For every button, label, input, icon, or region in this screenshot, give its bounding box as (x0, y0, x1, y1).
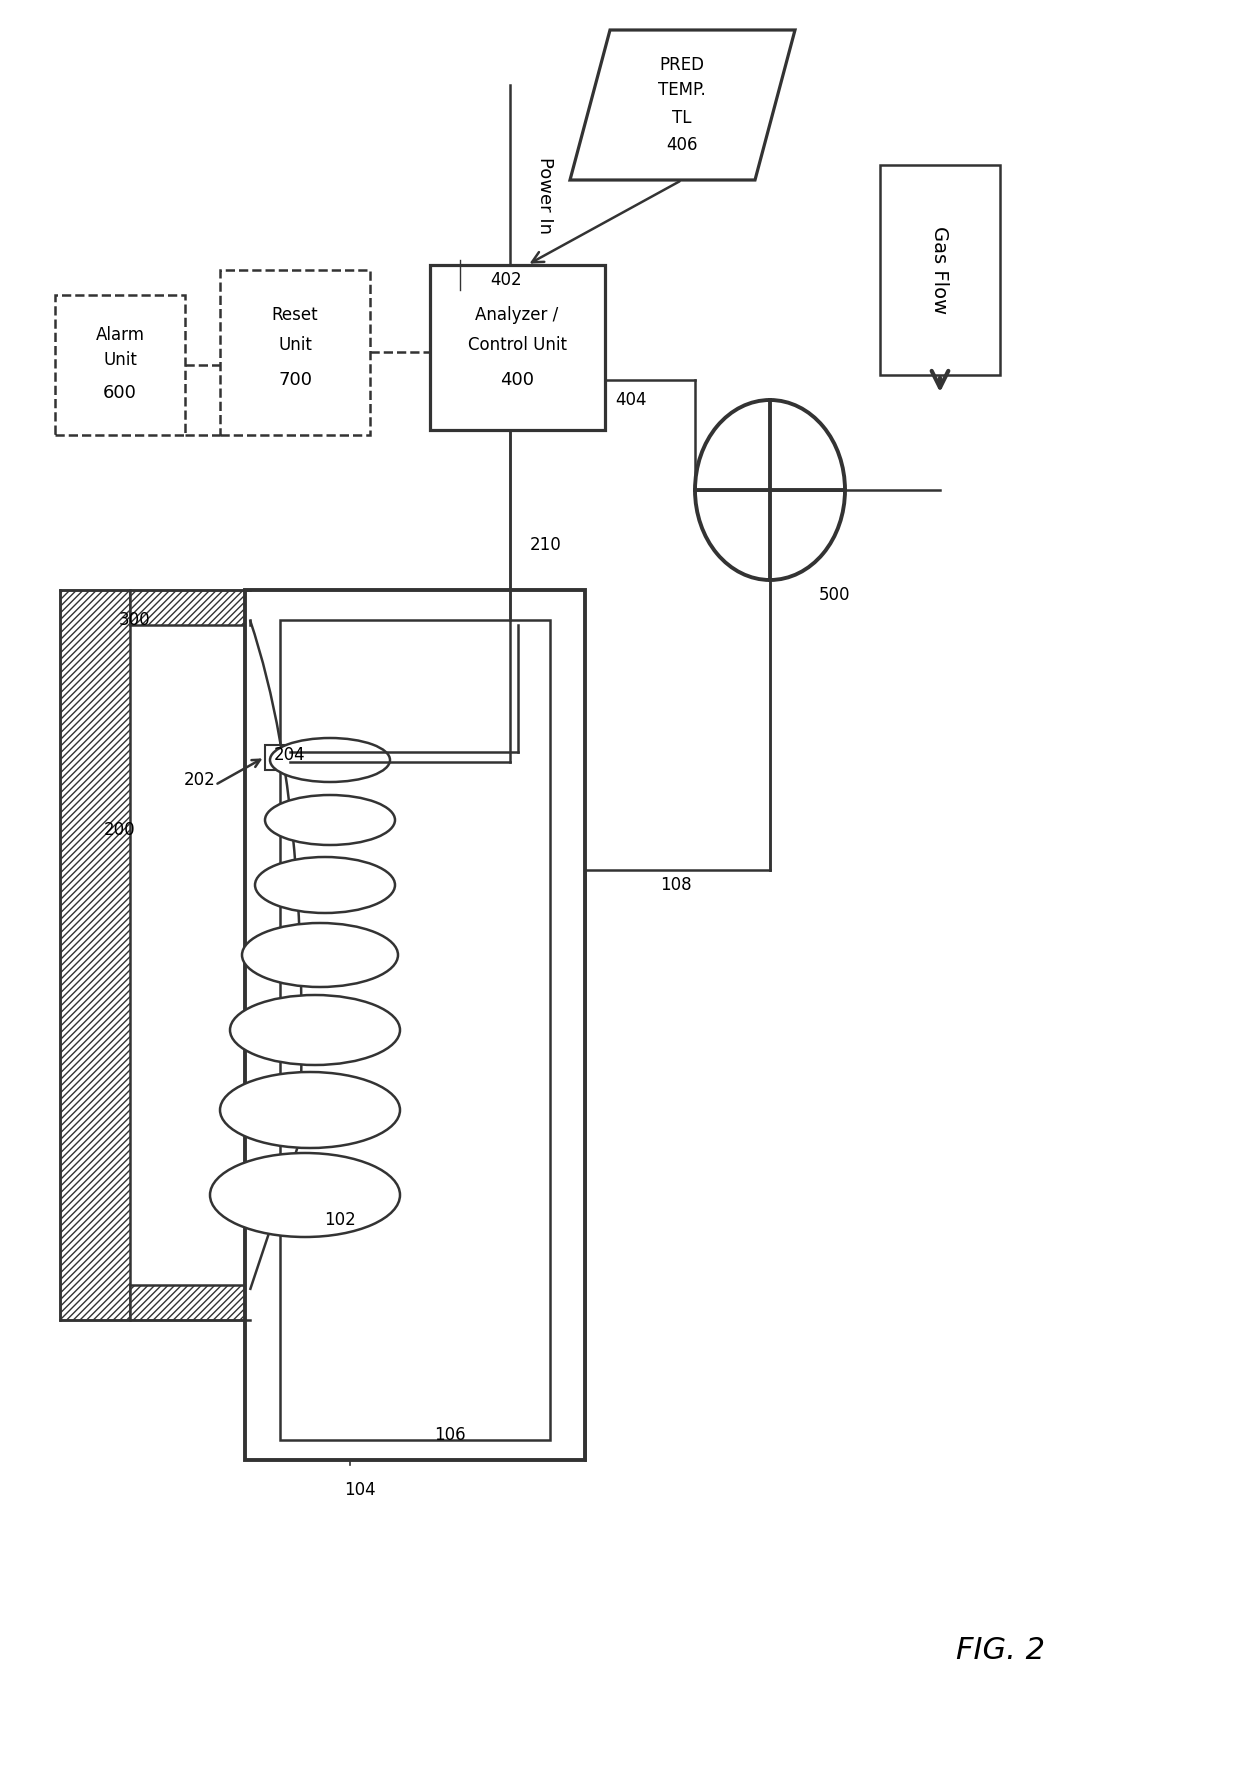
Bar (430, 265, 605, 430)
Text: Gas Flow: Gas Flow (930, 226, 950, 314)
Text: 200: 200 (104, 821, 136, 839)
Text: 400: 400 (500, 371, 534, 389)
Text: 600: 600 (103, 383, 136, 401)
Text: 402: 402 (490, 271, 522, 289)
Text: Reset: Reset (272, 306, 319, 324)
Text: FIG. 2: FIG. 2 (956, 1636, 1044, 1665)
Text: PRED: PRED (660, 56, 704, 73)
Text: Alarm: Alarm (95, 326, 145, 344)
Bar (265, 745, 290, 771)
Text: 104: 104 (345, 1480, 376, 1498)
Ellipse shape (255, 857, 396, 912)
Bar (219, 271, 370, 435)
Text: 204: 204 (274, 745, 306, 763)
Text: 500: 500 (820, 586, 851, 604)
Ellipse shape (265, 796, 396, 846)
Bar (246, 590, 585, 1460)
Ellipse shape (229, 995, 401, 1064)
Text: Unit: Unit (103, 351, 136, 369)
Text: 300: 300 (119, 611, 151, 629)
Ellipse shape (210, 1152, 401, 1236)
Text: 106: 106 (434, 1426, 466, 1444)
Bar (130, 1285, 250, 1321)
Text: 108: 108 (660, 876, 692, 894)
Text: Unit: Unit (278, 337, 312, 355)
Text: TL: TL (672, 109, 692, 127)
Text: 210: 210 (529, 536, 562, 554)
Ellipse shape (694, 400, 844, 581)
Text: Power In: Power In (536, 156, 554, 233)
Bar (880, 165, 999, 375)
Text: Control Unit: Control Unit (467, 337, 567, 355)
Bar (130, 590, 250, 625)
Text: TEMP.: TEMP. (658, 81, 706, 99)
Text: 102: 102 (324, 1211, 356, 1229)
Ellipse shape (219, 1072, 401, 1149)
Text: 406: 406 (666, 136, 698, 154)
Polygon shape (570, 30, 795, 179)
Ellipse shape (270, 738, 391, 781)
Bar (55, 296, 185, 435)
Bar (280, 620, 551, 1441)
Text: 404: 404 (615, 391, 646, 409)
Text: 202: 202 (184, 771, 216, 788)
Ellipse shape (242, 923, 398, 987)
Text: Analyzer /: Analyzer / (475, 306, 559, 324)
Text: 700: 700 (278, 371, 312, 389)
Bar (60, 590, 130, 1321)
